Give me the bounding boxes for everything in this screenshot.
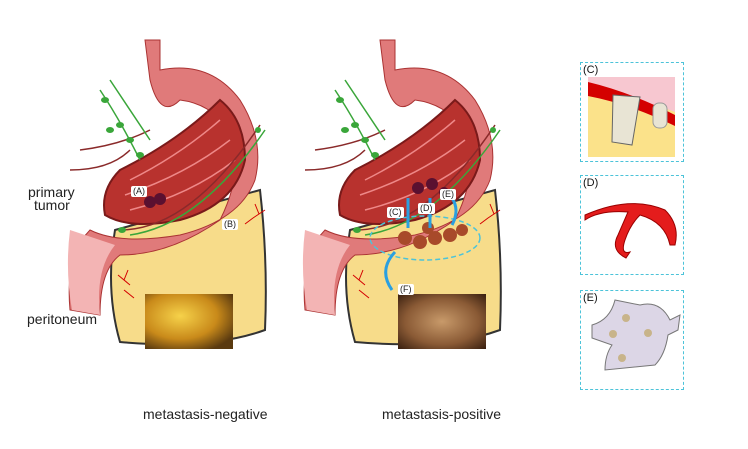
tag-f: (F) — [398, 284, 414, 295]
panel-e: (E) — [580, 290, 684, 390]
tag-d: (D) — [418, 203, 435, 214]
dissemination-region — [369, 215, 481, 261]
panel-d-drawing — [584, 203, 677, 259]
panel-c: (C) — [580, 62, 684, 162]
tag-a: (A) — [131, 186, 147, 197]
panel-e-label: (E) — [583, 292, 598, 304]
tag-b: (B) — [222, 219, 238, 230]
arrow-f-icon — [384, 250, 397, 291]
tag-c: (C) — [387, 207, 404, 218]
panel-d-label: (D) — [583, 177, 599, 189]
panel-e-drawing — [591, 299, 681, 371]
primary-tumor-mark — [144, 193, 166, 208]
panel-d: (D) — [580, 175, 684, 275]
peritoneum-photo-positive — [398, 294, 486, 349]
metastasis-negative-label: metastasis-negative — [143, 406, 268, 422]
primary-tumor-label-line1: primary — [28, 184, 75, 200]
stomach-negative — [66, 39, 267, 349]
panel-c-label: (C) — [583, 64, 599, 76]
tag-e: (E) — [440, 189, 456, 200]
panel-c-drawing — [588, 77, 675, 157]
arrow-e-icon — [450, 197, 458, 226]
disseminated-nodules — [398, 222, 468, 249]
peritoneum-photo-negative — [145, 294, 233, 349]
peritoneum-label: peritoneum — [27, 311, 98, 327]
metastasis-positive-label: metastasis-positive — [382, 406, 502, 422]
stomach-positive — [301, 39, 502, 349]
primary-tumor-label-line2: tumor — [34, 197, 70, 213]
